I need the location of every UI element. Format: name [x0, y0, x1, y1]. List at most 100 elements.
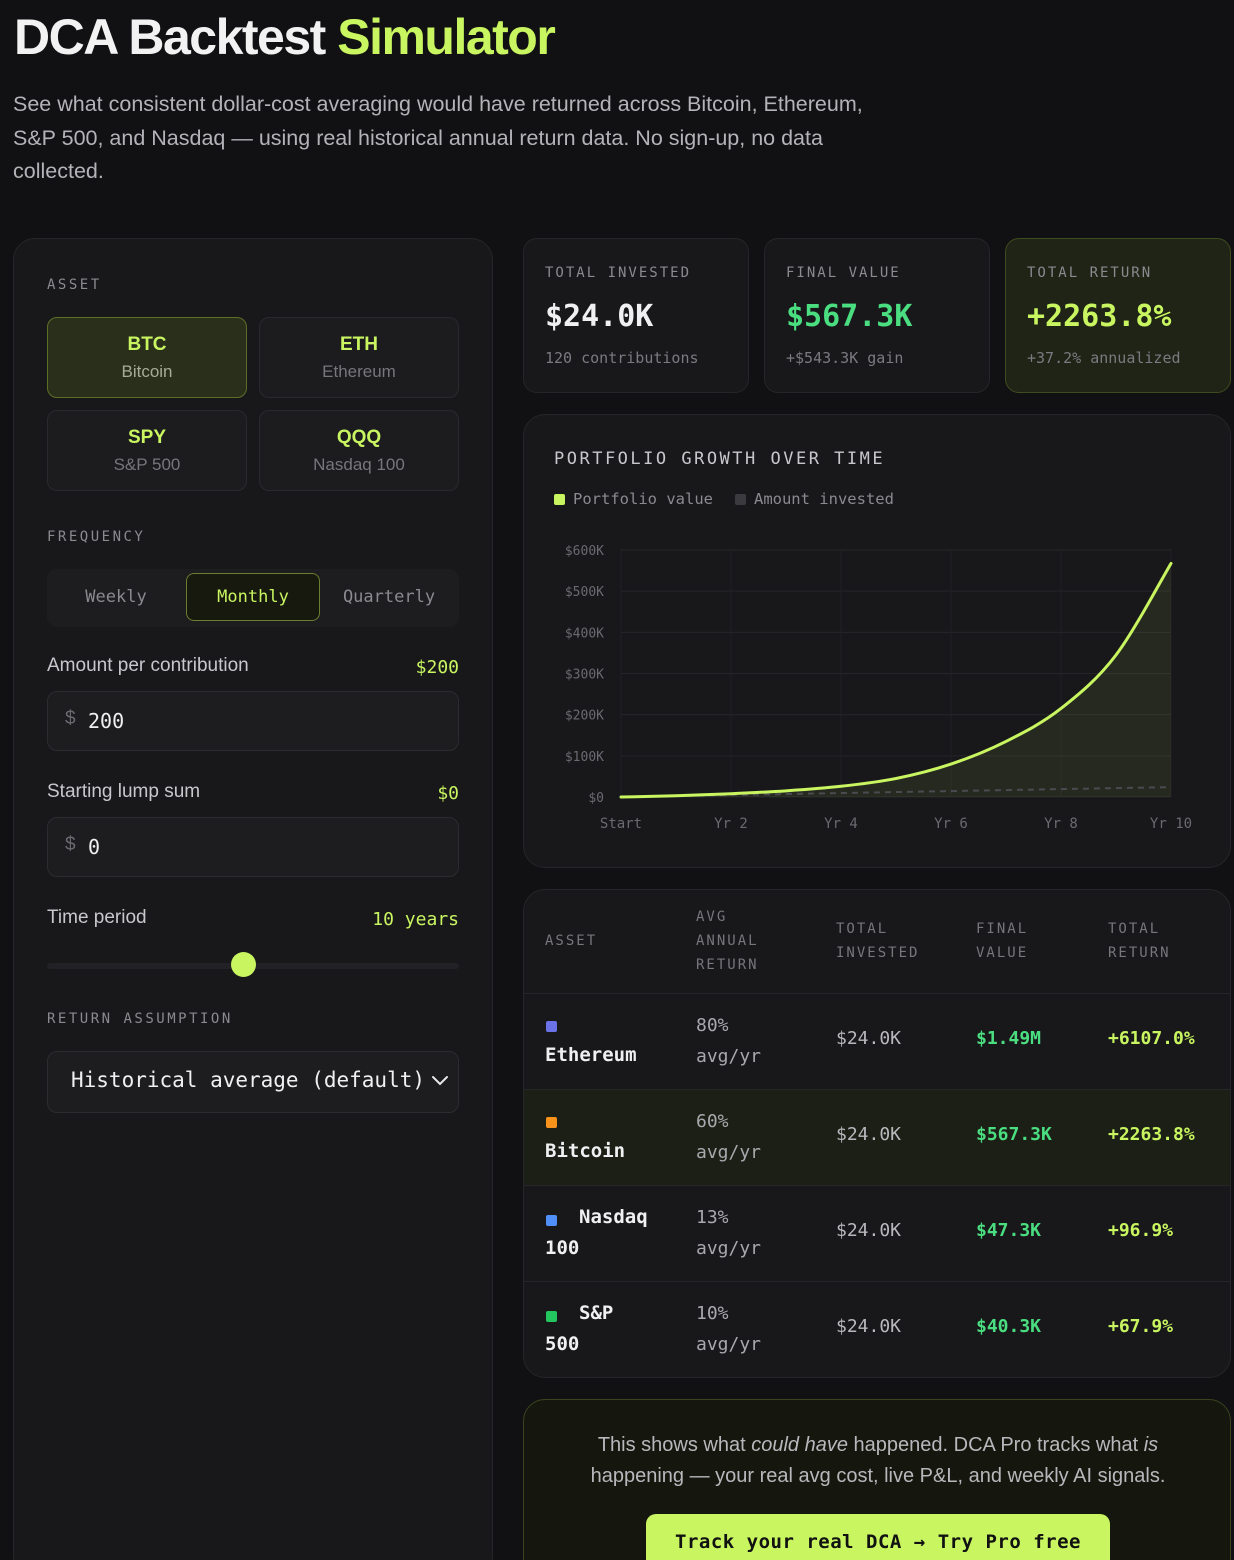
- x-tick-label: Start: [600, 816, 642, 832]
- stat-value: +2263.8%: [1027, 299, 1172, 334]
- amount-input-box: $: [47, 691, 459, 751]
- asset-ticker: QQQ: [336, 427, 382, 448]
- stat-label: TOTAL RETURN: [1027, 265, 1153, 281]
- cta-text-emphasis: is: [1143, 1434, 1159, 1456]
- legend-invested-label: Amount invested: [753, 490, 894, 508]
- avg-return-value: 80%: [696, 1015, 729, 1036]
- table-row-bitcoin[interactable]: Bitcoin 60% avg/yr $24.0K $567.3K +2263.…: [524, 1089, 1230, 1185]
- asset-name-line: S&P: [579, 1302, 614, 1324]
- stat-sub: 120 contributions: [545, 349, 699, 367]
- table-row-ethereum[interactable]: Ethereum 80% avg/yr $24.0K $1.49M +6107.…: [524, 993, 1230, 1089]
- frequency-section-label: FREQUENCY: [47, 529, 146, 545]
- asset-ticker: ETH: [340, 334, 378, 355]
- pro-upsell-card: This shows what could have happened. DCA…: [523, 1399, 1231, 1560]
- stat-label: TOTAL INVESTED: [545, 265, 692, 281]
- total-invested: $24.0K: [836, 1316, 902, 1337]
- portfolio-growth-chart: $0 $100K $200K $300K $400K $500K $600K Start Yr …: [565, 544, 1192, 832]
- asset-name-line: 100: [545, 1237, 580, 1259]
- avg-return-value: 10%: [696, 1303, 729, 1324]
- avg-return-unit: avg/yr: [696, 1334, 762, 1355]
- avg-return-value: 13%: [696, 1207, 729, 1228]
- frequency-monthly[interactable]: Monthly: [186, 573, 320, 621]
- asset-name-line: 500: [545, 1333, 580, 1355]
- asset-ticker: SPY: [127, 427, 167, 448]
- header-line: TOTAL: [836, 921, 889, 937]
- header-line: TOTAL: [1108, 921, 1161, 937]
- page-subtitle: See what consistent dollar-cost averagin…: [13, 92, 863, 183]
- asset-name: Bitcoin: [545, 1140, 626, 1162]
- return-assumption-value: Historical average (default): [71, 1068, 426, 1092]
- asset-button-btc[interactable]: BTC Bitcoin: [47, 317, 247, 398]
- asset-button-eth[interactable]: ETH Ethereum: [259, 317, 459, 398]
- lump-sum-input[interactable]: [88, 830, 438, 864]
- y-tick-label: $500K: [565, 585, 604, 600]
- chart-legend: Portfolio value Amount invested: [554, 490, 894, 508]
- stat-label: FINAL VALUE: [786, 265, 901, 281]
- amount-input[interactable]: [88, 704, 438, 738]
- x-tick-label: Yr 8: [1044, 816, 1078, 832]
- frequency-weekly[interactable]: Weekly: [85, 587, 147, 607]
- asset-name: Ethereum: [545, 1044, 637, 1066]
- header-line: INVESTED: [836, 945, 920, 961]
- y-tick-label: $400K: [565, 626, 604, 641]
- table-row-nasdaq[interactable]: Nasdaq 100 13% avg/yr $24.0K $47.3K +96.…: [524, 1185, 1230, 1281]
- x-tick-label: Yr 4: [824, 816, 858, 832]
- currency-symbol: $: [65, 834, 76, 855]
- portfolio-line: [619, 561, 1173, 799]
- asset-name: Nasdaq 100: [313, 455, 405, 474]
- asset-comparison-table: ASSET AVG ANNUAL RETURN TOTAL INVESTED F…: [523, 889, 1231, 1378]
- chart-title: PORTFOLIO GROWTH OVER TIME: [554, 449, 886, 469]
- asset-color-dot: [546, 1117, 557, 1128]
- stat-card-total-return: TOTAL RETURN +2263.8% +37.2% annualized: [1005, 238, 1231, 393]
- asset-name: S&P 500: [113, 455, 181, 474]
- lump-sum-input-box: $: [47, 817, 459, 877]
- time-period-slider-thumb[interactable]: [231, 952, 256, 977]
- avg-return: 10% avg/yr: [696, 1298, 816, 1360]
- total-return: +96.9%: [1108, 1220, 1174, 1241]
- try-pro-button[interactable]: Track your real DCA → Try Pro free: [646, 1514, 1110, 1560]
- avg-return-unit: avg/yr: [696, 1046, 762, 1067]
- stat-sub: +$543.3K gain: [786, 349, 904, 367]
- amount-display: $200: [415, 657, 459, 678]
- cta-text-emphasis: could have: [751, 1434, 848, 1456]
- avg-return-unit: avg/yr: [696, 1238, 762, 1259]
- table-header-total-return: TOTAL RETURN: [1108, 917, 1171, 965]
- frequency-quarterly[interactable]: Quarterly: [342, 587, 436, 607]
- total-invested: $24.0K: [836, 1220, 902, 1241]
- y-tick-label: $200K: [565, 709, 604, 724]
- asset-name: S&P 500: [545, 1298, 675, 1360]
- y-tick-label: $100K: [565, 750, 604, 765]
- avg-return-value: 60%: [696, 1111, 729, 1132]
- cta-text: This shows what could have happened. DCA…: [564, 1430, 1192, 1492]
- return-assumption-select[interactable]: Historical average (default): [47, 1051, 459, 1113]
- cta-text-part: This shows what: [597, 1434, 752, 1456]
- y-tick-label: $300K: [565, 668, 604, 683]
- final-value: $1.49M: [976, 1028, 1042, 1049]
- currency-symbol: $: [65, 708, 76, 729]
- x-tick-label: Yr 10: [1150, 816, 1192, 832]
- table-row-sp500[interactable]: S&P 500 10% avg/yr $24.0K $40.3K +67.9%: [524, 1281, 1230, 1377]
- stat-value: $24.0K: [545, 299, 654, 334]
- table-header-total-invested: TOTAL INVESTED: [836, 917, 919, 965]
- asset-ticker: BTC: [127, 334, 167, 355]
- lump-sum-label: Starting lump sum: [47, 781, 201, 802]
- time-period-label: Time period: [47, 907, 147, 928]
- chevron-down-icon: [432, 1076, 448, 1086]
- x-tick-label: Yr 6: [934, 816, 968, 832]
- total-invested: $24.0K: [836, 1124, 902, 1145]
- total-invested: $24.0K: [836, 1028, 902, 1049]
- y-tick-label: $600K: [565, 544, 604, 559]
- asset-button-spy[interactable]: SPY S&P 500: [47, 410, 247, 491]
- legend-portfolio-label: Portfolio value: [573, 490, 713, 508]
- table-header-avg-return: AVG ANNUAL RETURN: [696, 905, 759, 977]
- total-return: +2263.8%: [1108, 1124, 1195, 1145]
- asset-name: Nasdaq 100: [545, 1202, 675, 1264]
- header-line: RETURN: [696, 957, 759, 973]
- legend-item-invested: Amount invested: [734, 490, 894, 508]
- stat-card-total-invested: TOTAL INVESTED $24.0K 120 contributions: [523, 238, 749, 393]
- asset-button-qqq[interactable]: QQQ Nasdaq 100: [259, 410, 459, 491]
- avg-return: 80% avg/yr: [696, 1010, 816, 1072]
- final-value: $40.3K: [976, 1316, 1042, 1337]
- x-tick-label: Yr 2: [714, 816, 748, 832]
- header-line: RETURN: [1108, 945, 1171, 961]
